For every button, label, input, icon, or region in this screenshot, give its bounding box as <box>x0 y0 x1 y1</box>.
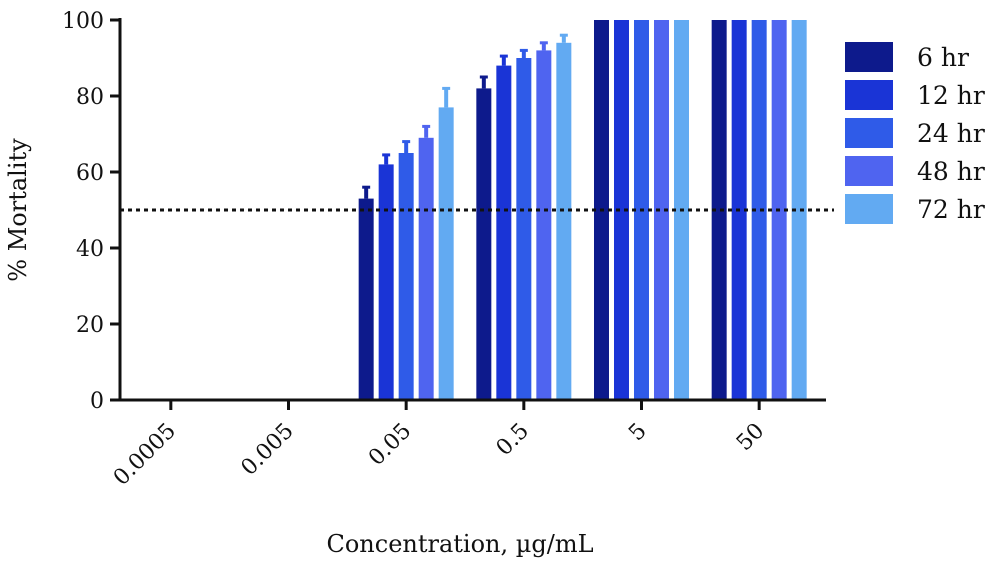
bar-24hr-50 <box>751 20 767 400</box>
bar-6hr-0.5 <box>476 88 492 401</box>
y-tick-label-20: 20 <box>76 313 104 338</box>
legend-label-6hr: 6 hr <box>917 43 969 72</box>
y-tick-label-100: 100 <box>62 9 104 34</box>
x-tick-label-0.05: 0.05 <box>364 419 416 471</box>
x-axis-title: Concentration, µg/mL <box>326 530 593 558</box>
legend-swatch-48hr <box>845 156 893 186</box>
x-tick-label-0.005: 0.005 <box>237 419 299 481</box>
bar-6hr-0.05 <box>358 198 374 400</box>
legend: 6 hr 12 hr 24 hr 48 hr 72 hr <box>845 42 985 224</box>
bar-24hr-0.5 <box>516 58 532 400</box>
bar-6hr-50 <box>711 20 727 400</box>
legend-swatch-24hr <box>845 118 893 148</box>
bar-72hr-50 <box>791 20 807 400</box>
y-axis-title: % Mortality <box>4 138 32 282</box>
legend-label-48hr: 48 hr <box>917 157 985 186</box>
bar-12hr-0.05 <box>378 164 394 400</box>
legend-swatch-6hr <box>845 42 893 72</box>
x-tick-label-50: 50 <box>732 419 769 456</box>
bar-24hr-0.05 <box>398 153 414 400</box>
y-tick-label-80: 80 <box>76 85 104 110</box>
x-tick-label-0.5: 0.5 <box>492 419 534 461</box>
legend-swatch-12hr <box>845 80 893 110</box>
bar-12hr-5 <box>614 20 629 400</box>
bar-12hr-0.5 <box>496 65 512 400</box>
x-tick-label-5: 5 <box>624 419 652 447</box>
bar-48hr-0.5 <box>536 50 552 401</box>
bar-72hr-0.5 <box>556 42 572 401</box>
y-tick-label-40: 40 <box>76 237 104 262</box>
legend-swatch-72hr <box>845 194 893 224</box>
legend-label-24hr: 24 hr <box>917 119 985 148</box>
bar-48hr-5 <box>654 20 669 400</box>
y-tick-label-0: 0 <box>90 389 104 414</box>
legend-label-12hr: 12 hr <box>917 81 985 110</box>
bar-72hr-0.05 <box>438 107 454 401</box>
y-tick-label-60: 60 <box>76 161 104 186</box>
bar-48hr-0.05 <box>418 137 434 401</box>
x-tick-label-0.0005: 0.0005 <box>109 419 181 491</box>
legend-label-72hr: 72 hr <box>917 195 985 224</box>
